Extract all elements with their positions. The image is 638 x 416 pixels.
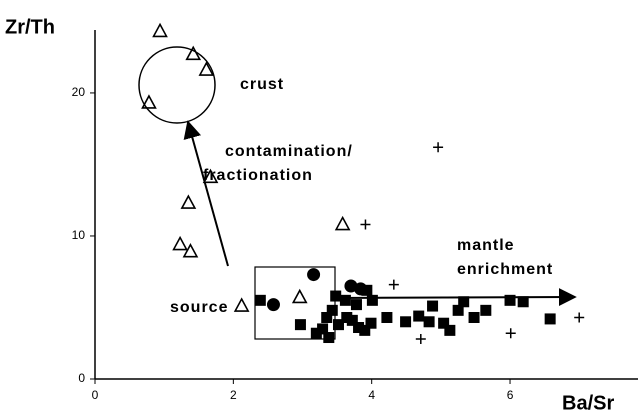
square-point — [427, 300, 439, 312]
arrow — [183, 120, 229, 267]
square-point — [359, 324, 371, 336]
triangle-point — [185, 45, 202, 61]
y-axis-label: Zr/Th — [5, 16, 55, 38]
square-point — [365, 317, 377, 329]
circle-point — [266, 298, 280, 312]
square-point — [517, 296, 529, 308]
square-point — [317, 323, 329, 335]
circle-point — [307, 268, 321, 282]
plus-point — [433, 142, 444, 153]
plus-point — [574, 312, 585, 323]
square-point — [438, 317, 450, 329]
triangle-point — [152, 22, 168, 38]
triangle-point — [202, 168, 219, 184]
x-tick-label: 0 — [92, 388, 99, 402]
square-point — [444, 324, 456, 336]
square-point — [458, 296, 470, 308]
y-tick-label: 20 — [72, 85, 86, 99]
square-point — [361, 284, 373, 296]
square-point — [326, 304, 338, 316]
square-point — [480, 304, 492, 316]
plus-point — [505, 328, 516, 339]
square-point — [350, 299, 362, 311]
square-point — [452, 304, 464, 316]
square-point — [323, 332, 335, 344]
annotation: enrichment — [457, 261, 553, 278]
triangle-point — [198, 61, 215, 76]
x-tick-label: 6 — [507, 388, 514, 402]
plus-point — [415, 333, 426, 344]
square-point — [254, 294, 266, 306]
square-point — [468, 311, 480, 323]
square-point — [400, 316, 412, 328]
square-point — [321, 311, 333, 323]
plus-point — [360, 219, 371, 230]
annotation: crust — [240, 76, 284, 93]
square-point — [381, 311, 393, 323]
square-point — [366, 294, 378, 306]
square-point — [544, 313, 556, 325]
y-tick-label: 10 — [72, 228, 86, 242]
x-tick-label: 4 — [368, 388, 375, 402]
square-point — [423, 316, 435, 328]
square-point — [346, 314, 358, 326]
crust-field — [138, 46, 216, 124]
square-point — [339, 294, 351, 306]
annotation: mantle — [457, 237, 515, 254]
square-point — [294, 319, 306, 331]
triangle-point — [291, 288, 308, 304]
triangle-point — [334, 215, 351, 231]
annotation: fractionation — [203, 167, 313, 184]
square-point — [413, 310, 425, 322]
annotation: contamination/ — [225, 143, 353, 160]
x-axis-label: Ba/Sr — [562, 392, 614, 414]
plus-point — [388, 279, 399, 290]
triangle-point — [182, 243, 199, 258]
triangle-point — [233, 297, 250, 312]
square-point — [504, 294, 516, 306]
square-point — [330, 290, 342, 302]
triangle-point — [180, 194, 197, 209]
x-tick-label: 2 — [230, 388, 237, 402]
triangle-point — [172, 235, 188, 251]
annotation: source — [170, 299, 228, 316]
y-tick-label: 0 — [78, 371, 85, 385]
triangle-point — [141, 94, 157, 109]
square-point — [332, 319, 344, 331]
